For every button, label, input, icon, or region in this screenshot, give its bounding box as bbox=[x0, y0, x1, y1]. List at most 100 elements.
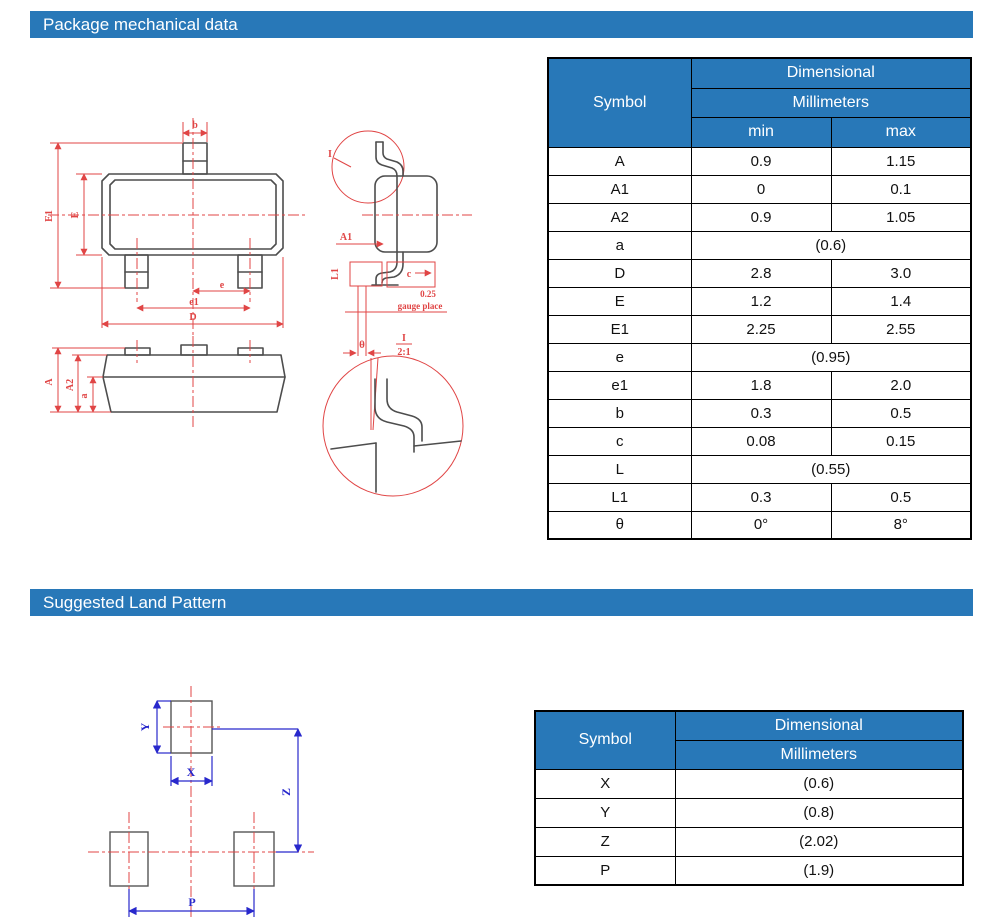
symbol-cell: A1 bbox=[547, 174, 692, 204]
table-row: A1 0 0.1 bbox=[547, 174, 972, 204]
gauge-offset-label: 0.25 bbox=[420, 289, 436, 299]
symbol-header: Symbol bbox=[534, 710, 676, 770]
max-cell: 1.15 bbox=[830, 146, 972, 176]
symbol-cell: L1 bbox=[547, 482, 692, 512]
land-pattern-dimensions-table: Symbol Dimensional Millimeters X (0.6) Y(… bbox=[534, 710, 964, 886]
value-cell: (0.95) bbox=[690, 342, 972, 372]
symbol-cell: P bbox=[534, 855, 676, 886]
package-front-view: A A2 a bbox=[44, 336, 286, 428]
dim-label-E1: E1 bbox=[44, 210, 55, 222]
min-cell: 0 bbox=[690, 174, 832, 204]
land-pattern-centerlines bbox=[88, 686, 314, 920]
symbol-cell: E1 bbox=[547, 314, 692, 344]
dim-label-theta: θ bbox=[359, 339, 365, 351]
table-row: Z (2.02) bbox=[534, 826, 964, 857]
min-cell: 0° bbox=[690, 510, 832, 540]
callout-label-I: I bbox=[328, 149, 332, 160]
max-cell: 0.15 bbox=[830, 426, 972, 456]
table-row: b 0.3 0.5 bbox=[547, 398, 972, 428]
min-cell: 1.2 bbox=[690, 286, 832, 316]
min-cell: 0.9 bbox=[690, 146, 832, 176]
symbol-cell: E bbox=[547, 286, 692, 316]
dim-label-A1: A1 bbox=[340, 232, 352, 243]
value-cell: (0.8) bbox=[674, 797, 964, 828]
lead-detail-view bbox=[322, 355, 464, 497]
max-cell: 8° bbox=[830, 510, 972, 540]
symbol-cell: A bbox=[547, 146, 692, 176]
table-row: E1 2.25 2.55 bbox=[547, 314, 972, 344]
min-header: min bbox=[690, 116, 832, 148]
symbol-cell: e1 bbox=[547, 370, 692, 400]
table-row: L (0.55) bbox=[547, 454, 972, 484]
dim-label-P: P bbox=[188, 895, 195, 909]
table-row: c 0.08 0.15 bbox=[547, 426, 972, 456]
symbol-cell: θ bbox=[547, 510, 692, 540]
symbol-cell: A2 bbox=[547, 202, 692, 232]
table-header-row: Symbol Dimensional bbox=[534, 710, 964, 770]
min-cell: 0.3 bbox=[690, 398, 832, 428]
package-mechanical-drawing: b E1 E e e1 D I bbox=[44, 118, 472, 497]
dim-label-A: A bbox=[44, 378, 55, 386]
detail-scale-label: 2:1 bbox=[397, 347, 410, 358]
symbol-cell: L bbox=[547, 454, 692, 484]
value-cell: (0.6) bbox=[690, 230, 972, 260]
table-row: D 2.8 3.0 bbox=[547, 258, 972, 288]
package-top-view: b E1 E e e1 D bbox=[44, 118, 305, 338]
max-cell: 2.55 bbox=[830, 314, 972, 344]
max-cell: 2.0 bbox=[830, 370, 972, 400]
table-row: Y (0.8) bbox=[534, 797, 964, 828]
max-cell: 1.4 bbox=[830, 286, 972, 316]
symbol-cell: Y bbox=[534, 797, 676, 828]
table-header-row: Symbol Dimensional bbox=[547, 57, 972, 148]
millimeters-header: Millimeters bbox=[674, 739, 964, 770]
section-header-suggested-land-pattern: Suggested Land Pattern bbox=[30, 589, 973, 616]
table-row: L1 0.3 0.5 bbox=[547, 482, 972, 512]
dimensional-header: Dimensional bbox=[690, 57, 972, 89]
dim-label-E: E bbox=[70, 211, 81, 218]
max-cell: 0.5 bbox=[830, 482, 972, 512]
symbol-cell: D bbox=[547, 258, 692, 288]
max-cell: 1.05 bbox=[830, 202, 972, 232]
dim-label-Z: Z bbox=[279, 788, 293, 796]
dim-label-A2: A2 bbox=[65, 379, 76, 391]
symbol-cell: b bbox=[547, 398, 692, 428]
table-row: A2 0.9 1.05 bbox=[547, 202, 972, 232]
symbol-cell: e bbox=[547, 342, 692, 372]
dimensional-header: Dimensional bbox=[674, 710, 964, 741]
min-cell: 2.25 bbox=[690, 314, 832, 344]
min-cell: 0.08 bbox=[690, 426, 832, 456]
dim-label-D: D bbox=[189, 312, 196, 323]
table-row: E 1.2 1.4 bbox=[547, 286, 972, 316]
value-cell: (0.6) bbox=[674, 768, 964, 799]
table-row: A 0.9 1.15 bbox=[547, 146, 972, 176]
table-row: X (0.6) bbox=[534, 768, 964, 799]
max-cell: 3.0 bbox=[830, 258, 972, 288]
dim-label-e: e bbox=[220, 280, 225, 291]
package-side-view: I A1 L1 c 0.25 gauge pl bbox=[328, 130, 472, 358]
gauge-plane-label: gauge place bbox=[398, 301, 443, 311]
millimeters-header: Millimeters bbox=[690, 87, 972, 118]
symbol-cell: a bbox=[547, 230, 692, 260]
dim-label-c: c bbox=[407, 269, 412, 280]
dim-label-Y: Y bbox=[138, 722, 152, 731]
dim-label-X: X bbox=[187, 765, 196, 779]
table-row: P (1.9) bbox=[534, 855, 964, 886]
value-cell: (2.02) bbox=[674, 826, 964, 857]
table-row: a (0.6) bbox=[547, 230, 972, 260]
table-row: e1 1.8 2.0 bbox=[547, 370, 972, 400]
min-cell: 2.8 bbox=[690, 258, 832, 288]
symbol-cell: X bbox=[534, 768, 676, 799]
table-header-row: Millimeters bbox=[548, 87, 972, 118]
symbol-cell: Z bbox=[534, 826, 676, 857]
section-header-package-mechanical-data: Package mechanical data bbox=[30, 11, 973, 38]
dim-label-L1: L1 bbox=[330, 268, 341, 280]
max-header: max bbox=[830, 116, 972, 148]
min-cell: 1.8 bbox=[690, 370, 832, 400]
symbol-cell: c bbox=[547, 426, 692, 456]
table-row: e (0.95) bbox=[547, 342, 972, 372]
dim-label-e1: e1 bbox=[189, 297, 198, 308]
max-cell: 0.5 bbox=[830, 398, 972, 428]
min-cell: 0.9 bbox=[690, 202, 832, 232]
land-pattern-dimensions: Y X Z P bbox=[128, 700, 303, 917]
